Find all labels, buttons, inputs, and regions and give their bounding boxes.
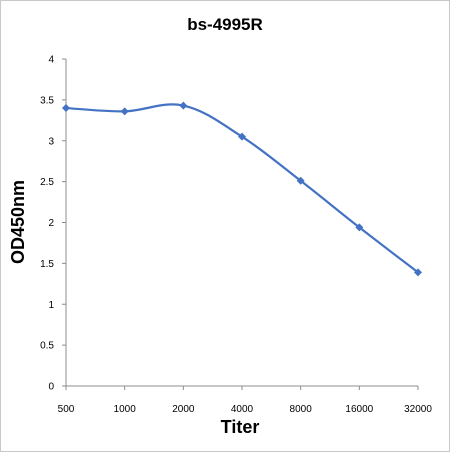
x-tick-label: 500 <box>58 404 75 415</box>
y-tick-label: 2.5 <box>40 177 54 188</box>
data-point-marker <box>296 176 305 185</box>
x-tick-label: 2000 <box>172 404 195 415</box>
data-point-marker <box>179 101 188 110</box>
chart-title: bs-4995R <box>187 15 263 34</box>
x-tick-label: 8000 <box>290 404 313 415</box>
x-tick-label: 4000 <box>231 404 254 415</box>
x-tick-label: 32000 <box>404 404 432 415</box>
x-tick-group: 500 1000 2000 4000 8000 16000 32000 <box>58 386 432 415</box>
y-tick-label: 0 <box>48 382 54 393</box>
data-point-marker <box>414 268 422 277</box>
data-point-marker <box>120 107 129 116</box>
y-tick-label: 4 <box>48 55 54 66</box>
x-tick-label: 16000 <box>345 404 373 415</box>
y-axis-label: OD450nm <box>8 180 28 264</box>
data-point-marker <box>238 132 246 141</box>
y-tick-label: 1.5 <box>40 259 54 270</box>
data-point-marker <box>62 104 70 113</box>
x-tick-label: 1000 <box>114 404 137 415</box>
y-tick-label: 0.5 <box>40 341 54 352</box>
series-group <box>62 101 422 277</box>
y-tick-label: 3.5 <box>40 95 54 106</box>
y-tick-group: 0 0.5 1 1.5 2 2.5 3 3.5 4 <box>40 55 66 393</box>
x-axis-label: Titer <box>221 417 260 437</box>
y-tick-label: 2 <box>48 218 54 229</box>
y-tick-label: 1 <box>48 300 54 311</box>
data-point-marker <box>355 223 364 232</box>
series-line <box>65 103 419 274</box>
y-tick-label: 3 <box>48 136 54 147</box>
